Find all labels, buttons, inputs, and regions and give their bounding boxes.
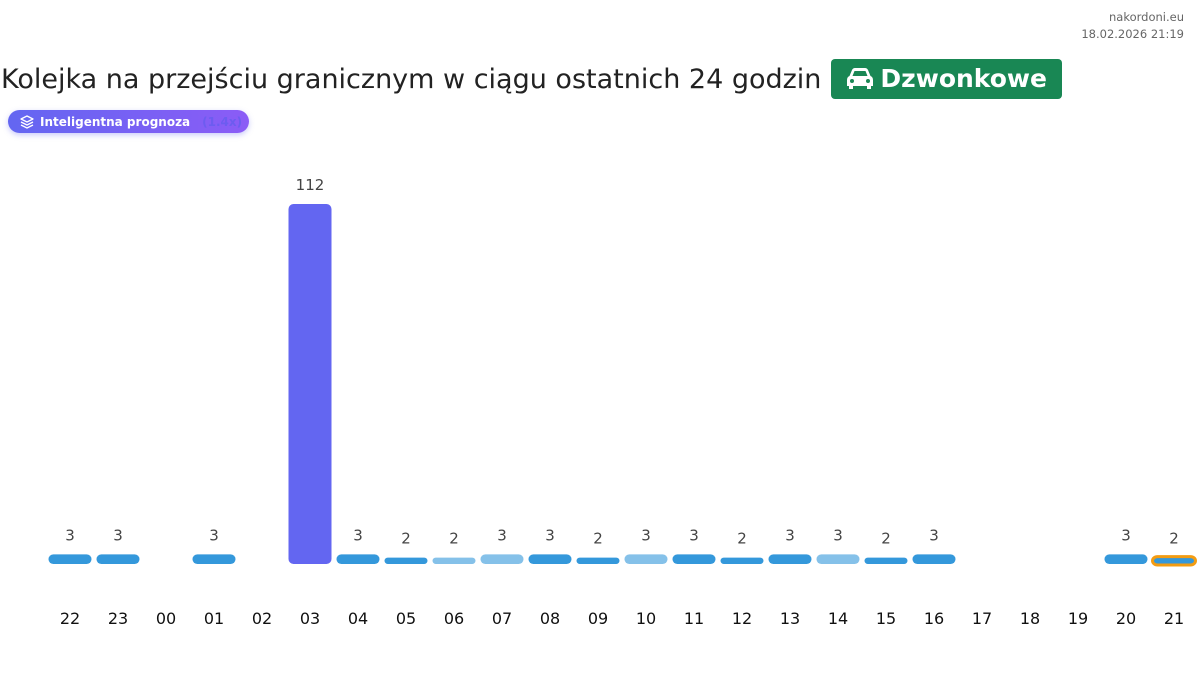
smart-forecast-badge[interactable]: Inteligentna prognoza (1.4x)	[8, 110, 249, 133]
site-name: nakordoni.eu	[1109, 10, 1184, 24]
data-label: 3	[929, 526, 939, 544]
badge-label: Inteligentna prognoza	[40, 114, 191, 129]
data-label: 3	[497, 526, 507, 544]
data-label: 2	[881, 530, 891, 548]
x-tick-label: 06	[444, 609, 464, 628]
bar[interactable]	[624, 554, 668, 564]
data-label: 3	[641, 526, 651, 544]
bar[interactable]	[48, 554, 92, 564]
crossing-name: Dzwonkowe	[880, 64, 1047, 93]
bar[interactable]	[480, 554, 524, 564]
x-tick-label: 00	[156, 609, 176, 628]
bar[interactable]	[864, 557, 908, 564]
layers-icon	[20, 114, 34, 129]
x-tick-label: 04	[348, 609, 368, 628]
badge-multiplier: (1.4x)	[202, 114, 243, 129]
bar[interactable]	[336, 554, 380, 564]
data-label: 3	[689, 526, 699, 544]
bar[interactable]	[1151, 555, 1197, 567]
timestamp: 18.02.2026 21:19	[1081, 27, 1184, 41]
bar[interactable]	[528, 554, 572, 564]
x-tick-label: 10	[636, 609, 656, 628]
x-tick-label: 14	[828, 609, 848, 628]
x-tick-label: 01	[204, 609, 224, 628]
x-tick-label: 05	[396, 609, 416, 628]
bar[interactable]	[1104, 554, 1148, 564]
data-label: 2	[737, 530, 747, 548]
data-label: 3	[785, 526, 795, 544]
x-tick-label: 09	[588, 609, 608, 628]
x-tick-label: 15	[876, 609, 896, 628]
bar[interactable]	[96, 554, 140, 564]
x-tick-label: 17	[972, 609, 992, 628]
bar[interactable]	[720, 557, 764, 564]
bar[interactable]	[672, 554, 716, 564]
data-label: 3	[545, 526, 555, 544]
bar[interactable]	[288, 204, 332, 564]
x-tick-label: 13	[780, 609, 800, 628]
bar[interactable]	[768, 554, 812, 564]
data-label: 2	[593, 530, 603, 548]
x-tick-label: 19	[1068, 609, 1088, 628]
bar[interactable]	[432, 557, 476, 564]
data-label: 3	[833, 526, 843, 544]
x-tick-label: 22	[60, 609, 80, 628]
x-tick-label: 21	[1164, 609, 1184, 628]
site-info: nakordoni.eu 18.02.2026 21:19	[1081, 9, 1184, 43]
x-tick-label: 08	[540, 609, 560, 628]
car-icon	[847, 67, 874, 89]
x-tick-label: 02	[252, 609, 272, 628]
bar[interactable]	[576, 557, 620, 564]
bar[interactable]	[384, 557, 428, 564]
data-label: 2	[401, 530, 411, 548]
bar[interactable]	[912, 554, 956, 564]
bar[interactable]	[192, 554, 236, 564]
x-tick-label: 03	[300, 609, 320, 628]
crossing-badge[interactable]: Dzwonkowe	[831, 59, 1062, 99]
bar[interactable]	[816, 554, 860, 564]
header: Kolejka na przejściu granicznym w ciągu …	[1, 59, 1062, 99]
x-tick-label: 11	[684, 609, 704, 628]
x-tick-label: 23	[108, 609, 128, 628]
data-label: 3	[209, 526, 219, 544]
data-label: 3	[113, 526, 123, 544]
data-label: 3	[353, 526, 363, 544]
x-tick-label: 20	[1116, 609, 1136, 628]
x-tick-label: 18	[1020, 609, 1040, 628]
data-label: 3	[65, 526, 75, 544]
x-tick-label: 16	[924, 609, 944, 628]
x-tick-label: 07	[492, 609, 512, 628]
page-title: Kolejka na przejściu granicznym w ciągu …	[1, 63, 822, 95]
data-label: 2	[449, 530, 459, 548]
data-label: 2	[1169, 530, 1179, 548]
x-tick-label: 12	[732, 609, 752, 628]
data-label: 3	[1121, 526, 1131, 544]
data-label: 112	[296, 176, 325, 194]
